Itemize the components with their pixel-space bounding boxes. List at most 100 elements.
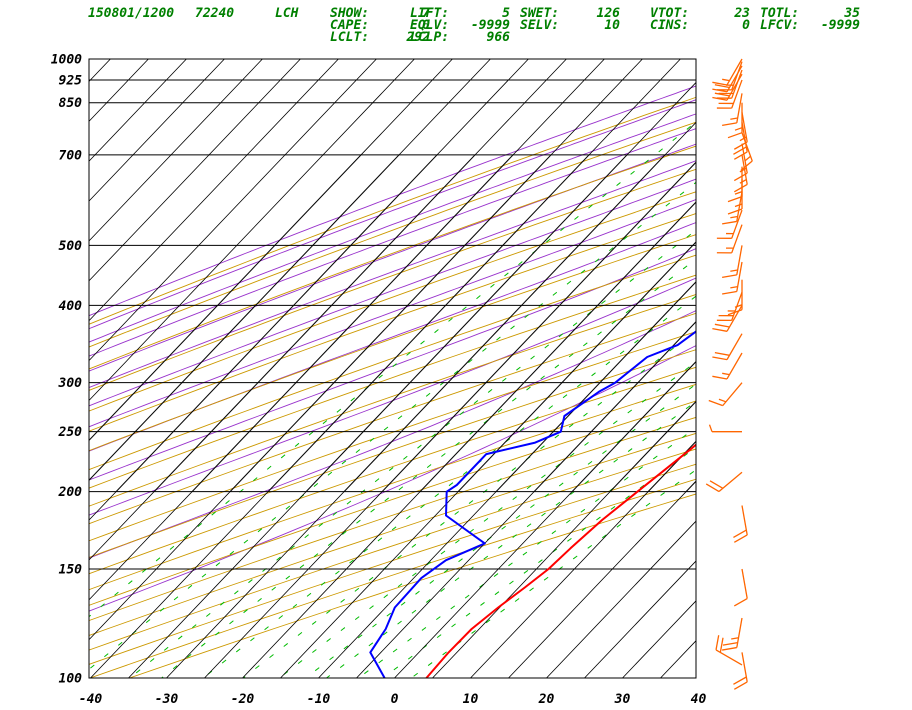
wind-barb-flag	[712, 375, 728, 380]
isotherm-line	[89, 59, 111, 83]
wind-barb-flag	[722, 646, 737, 651]
wind-barb	[722, 191, 743, 225]
wind-barb-flag	[712, 88, 728, 93]
moist-adiabat	[89, 113, 696, 343]
wind-barb-flag	[712, 81, 728, 86]
temperature-tick-label: -10	[307, 692, 331, 707]
index-value: 966	[487, 30, 511, 45]
wind-barb-flag	[712, 96, 728, 101]
pressure-tick-label: 400	[59, 299, 83, 314]
wind-barb	[722, 261, 743, 295]
temperature-tick-label: 10	[463, 692, 479, 707]
wind-barb	[716, 224, 743, 254]
wind-barb	[727, 178, 743, 215]
wind-barb	[715, 635, 743, 666]
dry-adiabat	[89, 121, 696, 348]
wind-barb-flag	[722, 122, 737, 127]
wind-barb-flag	[714, 323, 730, 328]
wind-barb-staff	[741, 122, 748, 153]
temperature-profile-line	[425, 443, 696, 678]
dry-adiabat	[89, 168, 696, 391]
wind-barb-half-flag	[708, 424, 713, 432]
skewed-isotherm-emphasis	[343, 154, 666, 493]
index-value: 292	[406, 30, 431, 45]
isotherm-line	[432, 400, 696, 678]
isotherm-line	[0, 59, 34, 678]
index-value: -9999	[471, 18, 510, 33]
skewed-isotherm-emphasis	[115, 154, 438, 493]
skewed-isotherm-emphasis	[533, 320, 696, 493]
temperature-tick-label: -30	[155, 692, 179, 707]
index-value: 35	[843, 6, 860, 21]
mixing-ratio-line	[411, 469, 696, 678]
wind-barb-half-flag	[722, 372, 730, 376]
temperature-tick-label: 0	[391, 692, 399, 707]
wind-barb-flag	[722, 641, 738, 646]
wind-barb	[712, 73, 743, 101]
isotherm-line	[89, 59, 263, 242]
mixing-ratio-line	[279, 361, 696, 678]
isotherm-line	[622, 600, 696, 678]
skewed-isotherm-emphasis	[571, 360, 696, 493]
index-value: 0	[422, 18, 430, 33]
pressure-tick-label: 700	[59, 148, 83, 163]
wind-barb-staff	[741, 154, 748, 185]
moist-adiabat	[89, 160, 696, 389]
index-label: LIFT:	[410, 6, 449, 21]
skewed-isotherm-emphasis	[647, 440, 696, 493]
skewed-isotherm-emphasis	[762, 155, 912, 492]
isotherm-line	[699, 59, 912, 678]
index-value: 0	[742, 18, 750, 33]
pressure-tick-label: 250	[58, 425, 83, 440]
isotherm-line	[89, 59, 225, 202]
skewed-isotherm-emphasis	[457, 241, 696, 493]
wind-barb-flag	[733, 681, 748, 690]
wind-barb-half-flag	[739, 167, 747, 173]
wind-barb	[708, 382, 743, 407]
isotherm-line	[89, 59, 415, 402]
wind-barb-flag	[722, 220, 737, 225]
index-label: SWET:	[520, 6, 559, 21]
wind-barb-flag	[733, 146, 747, 155]
index-label: LFCV:	[760, 18, 799, 33]
header-station-id: 72240	[195, 6, 234, 21]
skewed-isotherm-emphasis	[191, 154, 514, 493]
wind-barb-half-flag	[731, 637, 739, 640]
index-value: 23	[733, 6, 750, 21]
header-station-time: 150801/1200	[88, 6, 174, 21]
isobars	[89, 59, 696, 678]
wind-barb-flag	[733, 183, 748, 193]
pressure-tick-labels: 100 150 200 250 300 400 500 700 850 925 1000	[51, 53, 82, 687]
wind-barb-flag	[719, 637, 724, 653]
index-label: LCLP:	[410, 30, 449, 45]
wind-barb-flag	[715, 635, 720, 651]
wind-barb-flag	[714, 92, 730, 97]
wind-barb-flag	[714, 84, 730, 89]
skewed-isotherm-emphasis	[800, 155, 912, 492]
wind-barb-half-flag	[744, 155, 751, 162]
index-label: SELV:	[520, 18, 559, 33]
pressure-tick-label: 150	[59, 562, 83, 577]
wind-barb-flag	[727, 196, 743, 203]
isotherm-line	[660, 640, 696, 678]
wind-barb-flag	[722, 290, 737, 295]
isotherm-line	[89, 59, 377, 362]
isotherm-line	[584, 560, 696, 678]
header-station-name: LCH	[275, 6, 299, 21]
index-label: CINS:	[650, 18, 689, 33]
pressure-tick-label: 850	[59, 96, 83, 111]
skewed-isotherm-emphasis	[267, 154, 590, 493]
wind-barb-half-flag	[730, 117, 738, 120]
wind-barb-half-flag	[722, 78, 730, 82]
pressure-tick-label: 200	[58, 485, 83, 500]
temperature-tick-label: 20	[538, 692, 555, 707]
skewed-isotherm-emphasis	[724, 155, 912, 492]
index-label: LCLT:	[330, 30, 369, 45]
wind-barb-flag	[722, 274, 737, 279]
index-value: 7	[422, 6, 430, 21]
wind-barb-flag	[727, 208, 743, 215]
wind-barb-staff	[741, 505, 748, 536]
dry-adiabat	[89, 213, 696, 432]
